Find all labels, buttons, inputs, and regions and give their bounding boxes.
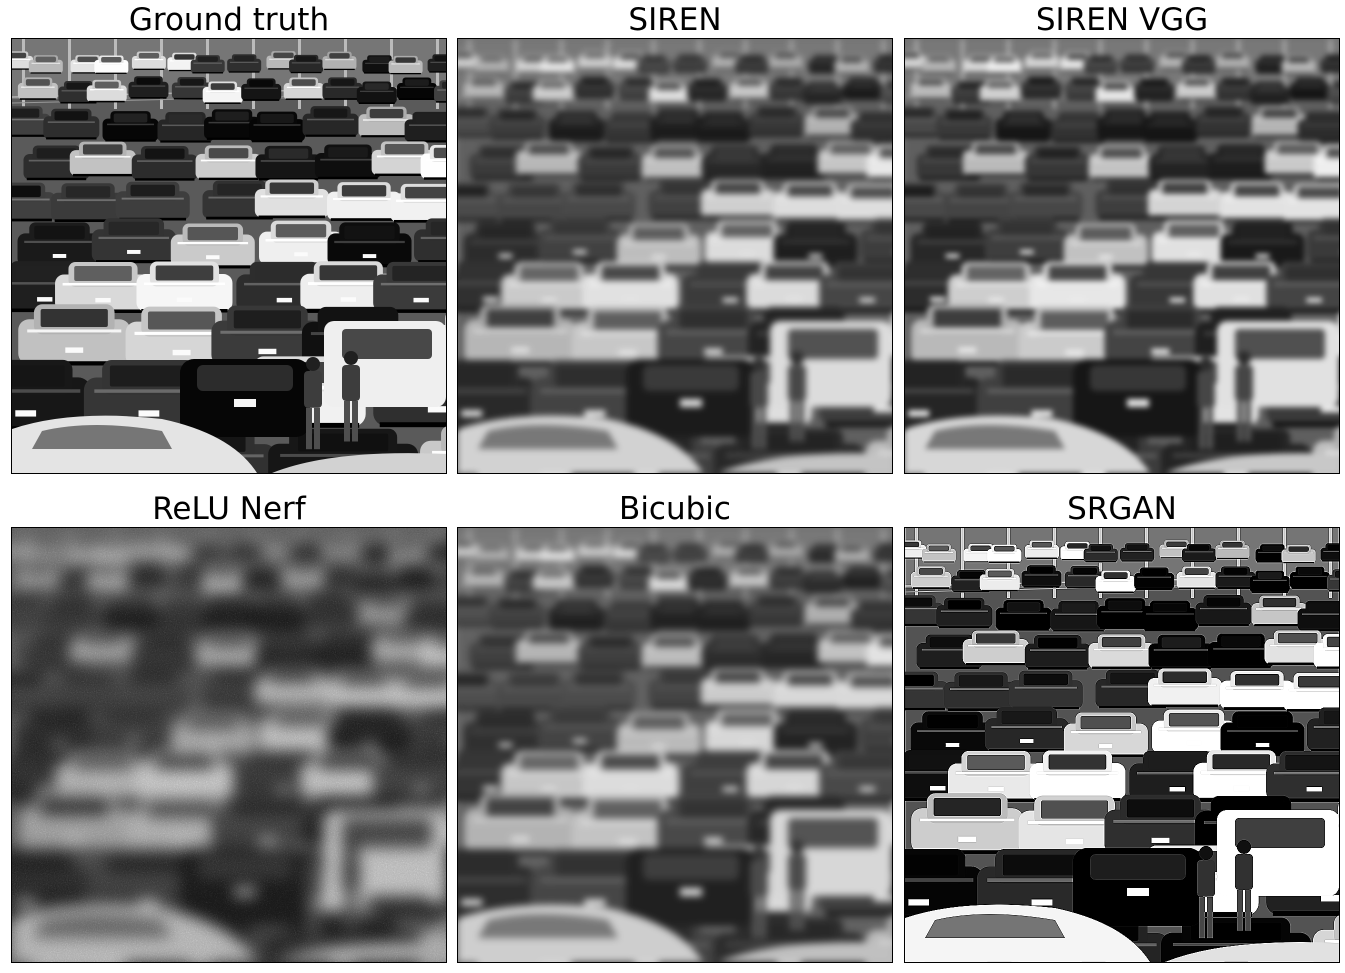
image-bicubic: [457, 527, 893, 963]
image-siren-vgg: [904, 38, 1340, 474]
image-srgan: [904, 527, 1340, 963]
panel-title-siren-vgg: SIREN VGG: [1035, 2, 1209, 38]
image-ground-truth: [11, 38, 447, 474]
parking-lot-photo: [12, 39, 446, 473]
panel-title-relu-nerf: ReLU Nerf: [152, 491, 306, 527]
image-siren: [457, 38, 893, 474]
panel-title-srgan: SRGAN: [1067, 491, 1177, 527]
parking-lot-photo: [458, 39, 892, 473]
parking-lot-photo: [12, 528, 446, 962]
image-relu-nerf: [11, 527, 447, 963]
panel-title-ground-truth: Ground truth: [128, 2, 330, 38]
panel-title-siren: SIREN: [628, 2, 722, 38]
parking-lot-photo: [905, 528, 1339, 962]
parking-lot-photo: [905, 39, 1339, 473]
parking-lot-photo: [458, 528, 892, 962]
panel-title-bicubic: Bicubic: [619, 491, 731, 527]
